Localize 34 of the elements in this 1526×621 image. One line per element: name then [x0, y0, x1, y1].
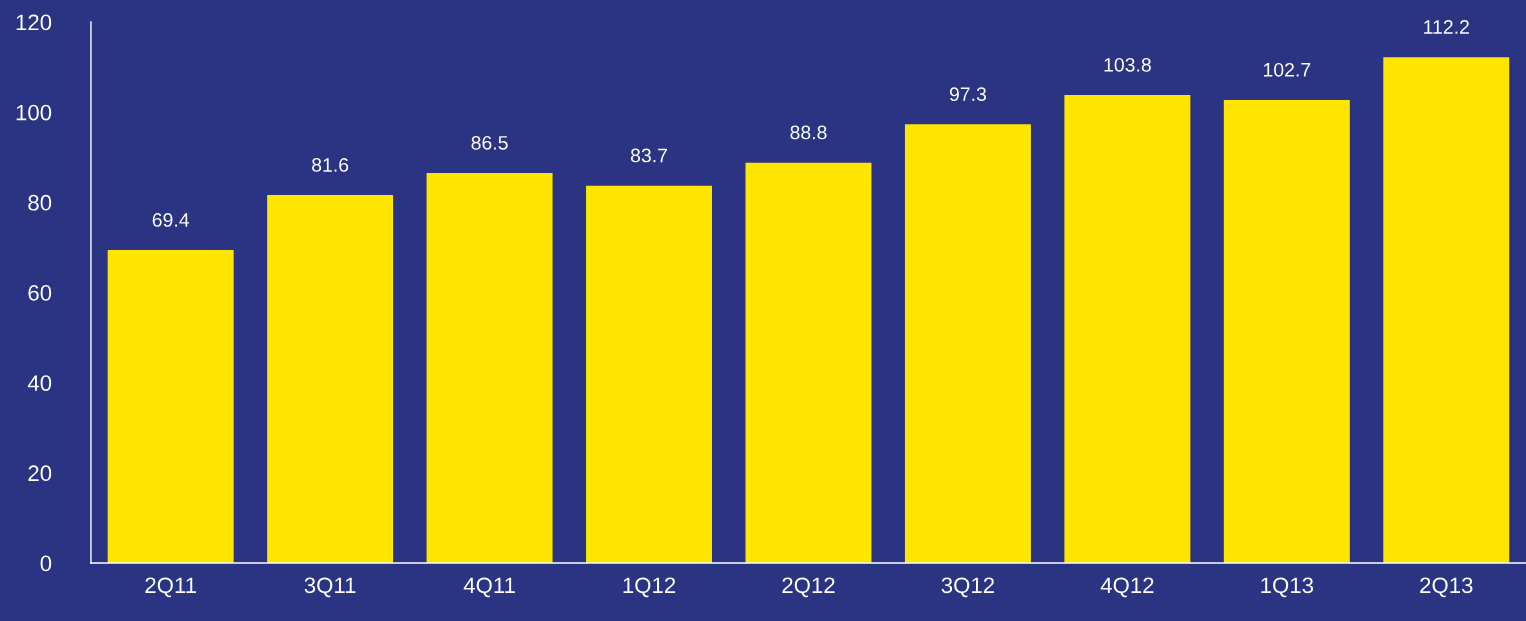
- y-tick-label: 0: [40, 555, 52, 572]
- x-tick-label: 2Q11: [145, 577, 196, 598]
- x-tick-label: 3Q11: [304, 577, 356, 598]
- data-label: 112.2: [1424, 20, 1469, 34]
- x-tick-label: 4Q12: [1100, 577, 1154, 598]
- data-label: 97.3: [949, 87, 986, 102]
- bar: [1064, 95, 1191, 563]
- data-label: 81.6: [312, 158, 349, 172]
- y-tick-label: 80: [28, 194, 52, 211]
- data-label: 86.5: [471, 135, 508, 150]
- x-tick-label: 1Q13: [1261, 577, 1314, 598]
- bar: [586, 185, 713, 563]
- y-tick-label: 100: [16, 104, 52, 121]
- bar: [1383, 57, 1510, 563]
- y-tick-label: 40: [27, 375, 52, 391]
- bar: [267, 195, 394, 563]
- y-tick-label: 20: [28, 465, 52, 482]
- bar: [1223, 99, 1350, 563]
- x-tick-label: 2Q12: [782, 577, 835, 598]
- bar: [745, 162, 872, 563]
- bar: [107, 250, 234, 563]
- bar: [904, 124, 1031, 563]
- y-tick-label: 120: [16, 14, 52, 31]
- x-tick-label: 3Q12: [941, 577, 994, 598]
- data-label: 88.8: [790, 125, 827, 140]
- x-tick-label: 1Q12: [623, 577, 676, 598]
- x-tick-label: 4Q11: [463, 577, 515, 598]
- data-label: 102.7: [1263, 62, 1311, 77]
- x-tick-label: 2Q13: [1420, 577, 1473, 598]
- bar: [426, 173, 553, 563]
- data-label: 103.8: [1104, 57, 1151, 72]
- data-label: 83.7: [630, 148, 667, 163]
- data-label: 69.4: [152, 213, 190, 227]
- y-tick-label: 60: [28, 285, 52, 301]
